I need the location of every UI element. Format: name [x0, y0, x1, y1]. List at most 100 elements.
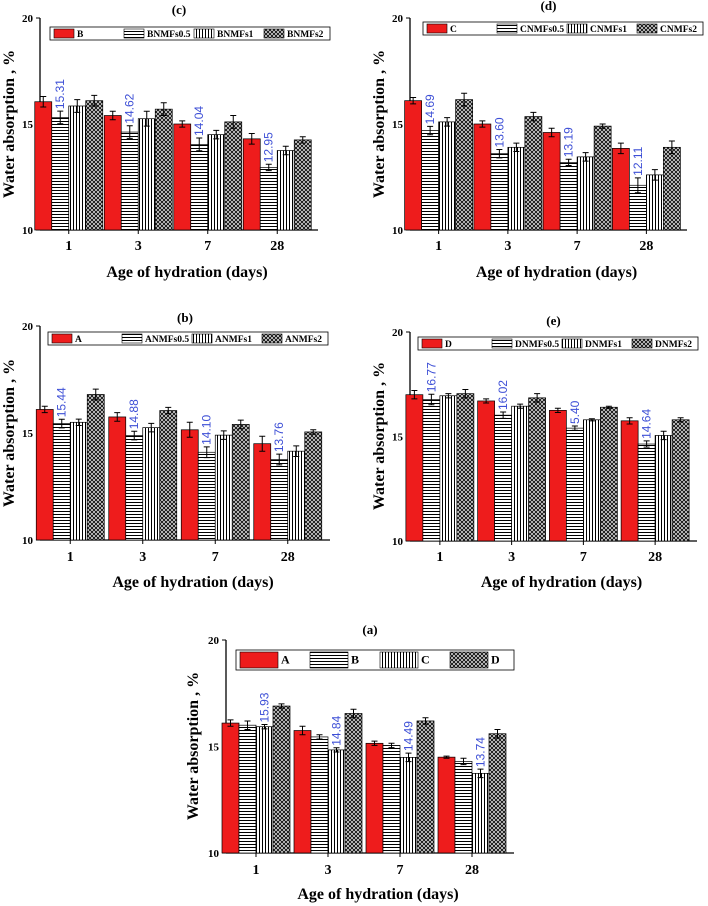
- legend-swatch-CNMFs0.5: [496, 23, 518, 34]
- x-tick-label: 1: [253, 863, 260, 878]
- bar-B-day-3: [310, 736, 329, 854]
- bar-BNMFs1-day-3: [137, 118, 156, 231]
- error-bar: [58, 418, 65, 429]
- bar-CNMFs2-day-3: [524, 116, 543, 231]
- y-tick-label: 10: [22, 535, 34, 547]
- error-bar: [282, 145, 289, 156]
- error-bar: [165, 406, 172, 415]
- bar-BNMFs1-day-1: [68, 105, 87, 231]
- bar-DNMFs2-day-1: [456, 393, 475, 542]
- legend-swatch-A: [239, 651, 279, 669]
- legend-label-DNMFs1: DNMFs1: [585, 340, 622, 350]
- y-axis-label: Water absorption , %: [1, 50, 18, 198]
- x-tick-label: 3: [139, 550, 146, 565]
- bar-DNMFs0.5-day-28: [637, 443, 656, 542]
- data-label: 14.88: [127, 399, 141, 429]
- x-tick-label: 28: [281, 550, 295, 565]
- bar-A-day-7: [180, 429, 199, 541]
- error-bar: [265, 163, 272, 172]
- bar-ANMFs0.5-day-3: [125, 435, 144, 541]
- bar-DNMFs0.5-day-7: [566, 427, 584, 542]
- legend-swatch-ANMFs0.5: [121, 333, 143, 344]
- legend-box: [422, 21, 704, 36]
- error-bar: [427, 125, 434, 136]
- bar-CNMFs2-day-7: [593, 125, 612, 231]
- x-tick-label: 7: [212, 550, 219, 565]
- bar-B-day-28: [454, 761, 473, 854]
- data-label: 15.31: [53, 79, 67, 109]
- error-bar: [57, 110, 64, 125]
- bar-B-day-28: [242, 138, 261, 231]
- x-tick-label: 28: [639, 239, 653, 254]
- error-bar: [443, 755, 450, 759]
- error-bar: [143, 110, 150, 127]
- bar-CNMFs0.5-day-7: [559, 162, 578, 231]
- bar-ANMFs2-day-3: [159, 410, 178, 541]
- bar-ANMFs2-day-28: [304, 431, 323, 541]
- legend-swatch-BNMFs0.5: [123, 28, 145, 39]
- chart-title: (c): [172, 2, 186, 17]
- data-label: 13.60: [492, 117, 506, 147]
- data-label: 14.04: [192, 106, 206, 136]
- error-bar: [496, 148, 503, 159]
- x-tick-label: 7: [204, 239, 211, 254]
- error-bar: [599, 123, 606, 129]
- legend-label-CNMFs1: CNMFs1: [590, 25, 627, 35]
- error-bar: [350, 708, 357, 719]
- data-label: 16.02: [496, 380, 510, 410]
- bar-A-day-28: [437, 756, 456, 854]
- chart-title: (d): [541, 0, 557, 13]
- y-tick-label: 20: [392, 327, 404, 339]
- error-bar: [517, 403, 524, 409]
- error-bar: [278, 703, 285, 709]
- legend-label-BNMFs2: BNMFs2: [287, 30, 324, 40]
- error-bar: [668, 140, 675, 155]
- error-bar: [422, 717, 429, 725]
- error-bar: [148, 422, 155, 433]
- data-label: 14.64: [640, 409, 654, 439]
- error-bar: [92, 388, 99, 401]
- data-label: 16.77: [424, 362, 438, 392]
- error-bar: [677, 417, 684, 423]
- bar-C-day-28: [471, 772, 490, 854]
- bar-DNMFs1-day-1: [439, 395, 458, 542]
- error-bar: [445, 393, 452, 399]
- bar-C-day-7: [542, 132, 561, 231]
- error-bar: [571, 425, 578, 431]
- bar-A-day-28: [253, 443, 272, 541]
- bar-BNMFs2-day-3: [154, 108, 173, 231]
- error-bar: [299, 725, 306, 736]
- legend-label-C: C: [421, 653, 430, 667]
- chart-e: 10 15 20 (e) Water absorption , % Age of hydr…: [371, 313, 699, 591]
- error-bar: [405, 752, 412, 763]
- data-label: 13.19: [562, 127, 576, 157]
- error-bar: [316, 734, 323, 740]
- x-axis-label: Age of hydration (days): [481, 574, 642, 591]
- x-tick-label: 3: [504, 239, 511, 254]
- y-tick-label: 10: [22, 225, 34, 237]
- error-bar: [483, 398, 490, 404]
- error-bar: [388, 742, 395, 749]
- error-bar: [131, 430, 138, 441]
- bar-DNMFs1-day-7: [583, 419, 601, 542]
- bar-D-day-3: [344, 713, 363, 854]
- error-bar: [428, 393, 435, 406]
- bar-BNMFs1-day-7: [207, 134, 226, 231]
- error-bar: [513, 142, 520, 153]
- error-bar: [634, 177, 641, 194]
- error-bar: [582, 152, 589, 162]
- legend-swatch-A: [51, 333, 73, 344]
- y-tick-label: 20: [22, 321, 34, 333]
- bar-A-day-1: [35, 409, 54, 541]
- y-tick-label: 15: [22, 428, 34, 440]
- chart-b: 10 15 20 (b) Water absorption , % Age of hydr…: [1, 310, 330, 591]
- error-bar: [617, 142, 624, 155]
- bar-A-day-3: [108, 416, 127, 541]
- chart-d: 10 15 20 (d) Water absorption , % Age of hydr…: [371, 0, 704, 281]
- data-label: 14.10: [200, 415, 214, 445]
- bar-DNMFs1-day-28: [654, 435, 673, 542]
- error-bar: [213, 129, 220, 140]
- legend-label-BNMFs0.5: BNMFs0.5: [147, 30, 191, 40]
- bar-B-day-1: [238, 724, 257, 854]
